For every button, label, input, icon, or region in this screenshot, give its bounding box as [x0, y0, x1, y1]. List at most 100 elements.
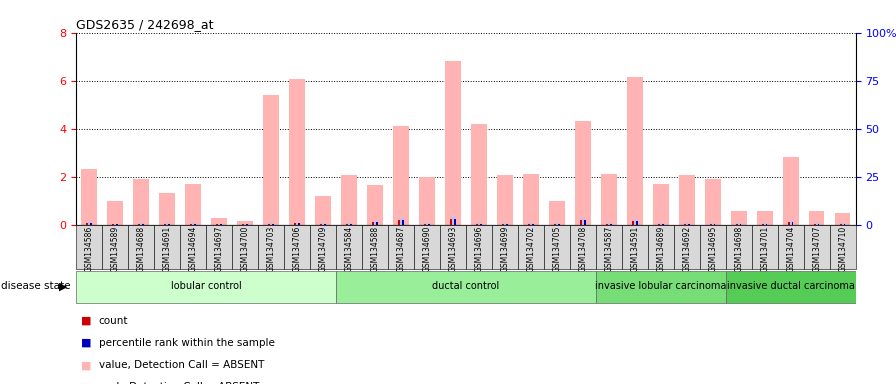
Bar — [480, 224, 482, 225]
Text: GSM134706: GSM134706 — [292, 226, 302, 272]
Bar — [263, 95, 279, 225]
Bar — [523, 174, 538, 225]
Bar — [711, 223, 715, 225]
Bar — [451, 217, 455, 225]
Bar — [362, 225, 388, 269]
Bar — [596, 225, 622, 269]
Text: invasive ductal carcinoma: invasive ductal carcinoma — [727, 281, 855, 291]
Bar — [830, 225, 856, 269]
Bar — [284, 225, 310, 269]
Bar — [633, 219, 637, 225]
Text: GSM134584: GSM134584 — [344, 226, 354, 272]
Bar — [679, 175, 694, 225]
Bar — [424, 224, 426, 225]
Bar — [139, 223, 143, 225]
Bar — [606, 224, 607, 225]
Bar — [757, 212, 772, 225]
Bar — [596, 271, 726, 303]
Bar — [113, 224, 117, 225]
Bar — [726, 225, 752, 269]
Bar — [710, 224, 711, 225]
Text: GSM134708: GSM134708 — [578, 226, 588, 272]
Bar — [684, 224, 685, 225]
Bar — [762, 224, 763, 225]
Bar — [295, 223, 299, 225]
Text: value, Detection Call = ABSENT: value, Detection Call = ABSENT — [99, 360, 264, 370]
Bar — [336, 271, 596, 303]
Bar — [844, 224, 846, 225]
Bar — [320, 224, 322, 225]
Text: GSM134689: GSM134689 — [656, 226, 666, 272]
Bar — [658, 224, 659, 225]
Text: invasive lobular carcinoma: invasive lobular carcinoma — [595, 281, 727, 291]
Bar — [601, 174, 616, 225]
Text: ■: ■ — [81, 316, 91, 326]
Bar — [112, 224, 114, 225]
Bar — [622, 225, 648, 269]
Bar — [217, 224, 221, 225]
Text: percentile rank within the sample: percentile rank within the sample — [99, 338, 274, 348]
Bar — [570, 225, 596, 269]
Bar — [154, 225, 180, 269]
Bar — [792, 222, 794, 225]
Bar — [419, 177, 435, 225]
Bar — [477, 223, 481, 225]
Bar — [185, 184, 201, 225]
Bar — [492, 225, 518, 269]
Text: GSM134687: GSM134687 — [396, 226, 406, 272]
Bar — [653, 184, 668, 225]
Bar — [272, 224, 274, 225]
Text: GSM134588: GSM134588 — [370, 226, 380, 272]
Bar — [581, 218, 585, 225]
Bar — [347, 223, 351, 225]
Bar — [731, 212, 746, 225]
Bar — [428, 224, 430, 225]
Bar — [700, 225, 726, 269]
Text: GSM134707: GSM134707 — [812, 226, 822, 272]
Text: ■: ■ — [81, 360, 91, 370]
Bar — [128, 225, 154, 269]
Bar — [835, 213, 850, 225]
Bar — [529, 223, 533, 225]
Bar — [466, 225, 492, 269]
Bar — [402, 220, 404, 225]
Bar — [685, 223, 689, 225]
Bar — [532, 224, 534, 225]
Bar — [503, 223, 507, 225]
Text: GSM134586: GSM134586 — [84, 226, 94, 272]
Bar — [506, 224, 508, 225]
Bar — [211, 218, 227, 225]
Text: GSM134709: GSM134709 — [318, 226, 328, 272]
Text: ▶: ▶ — [59, 281, 67, 291]
Text: GSM134698: GSM134698 — [734, 226, 744, 272]
Bar — [393, 126, 409, 225]
Bar — [116, 224, 118, 225]
Text: GSM134697: GSM134697 — [214, 226, 224, 272]
Bar — [237, 221, 253, 225]
Text: GSM134693: GSM134693 — [448, 226, 458, 272]
Bar — [168, 224, 170, 225]
Text: GSM134710: GSM134710 — [838, 226, 848, 272]
Bar — [814, 223, 819, 225]
Bar — [269, 223, 273, 225]
Bar — [766, 224, 768, 225]
Bar — [191, 223, 195, 225]
Text: GSM134705: GSM134705 — [552, 226, 562, 272]
Bar — [674, 225, 700, 269]
Bar — [809, 212, 824, 225]
Bar — [818, 224, 820, 225]
Bar — [190, 224, 192, 225]
Text: GSM134700: GSM134700 — [240, 226, 250, 272]
Bar — [607, 223, 611, 225]
Text: GSM134703: GSM134703 — [266, 226, 276, 272]
Bar — [445, 61, 461, 225]
Text: GSM134704: GSM134704 — [786, 226, 796, 272]
Bar — [142, 224, 144, 225]
Bar — [341, 175, 357, 225]
Bar — [714, 224, 716, 225]
Bar — [528, 224, 530, 225]
Bar — [783, 157, 798, 225]
Bar — [476, 224, 478, 225]
Bar — [220, 224, 222, 225]
Bar — [243, 224, 247, 225]
